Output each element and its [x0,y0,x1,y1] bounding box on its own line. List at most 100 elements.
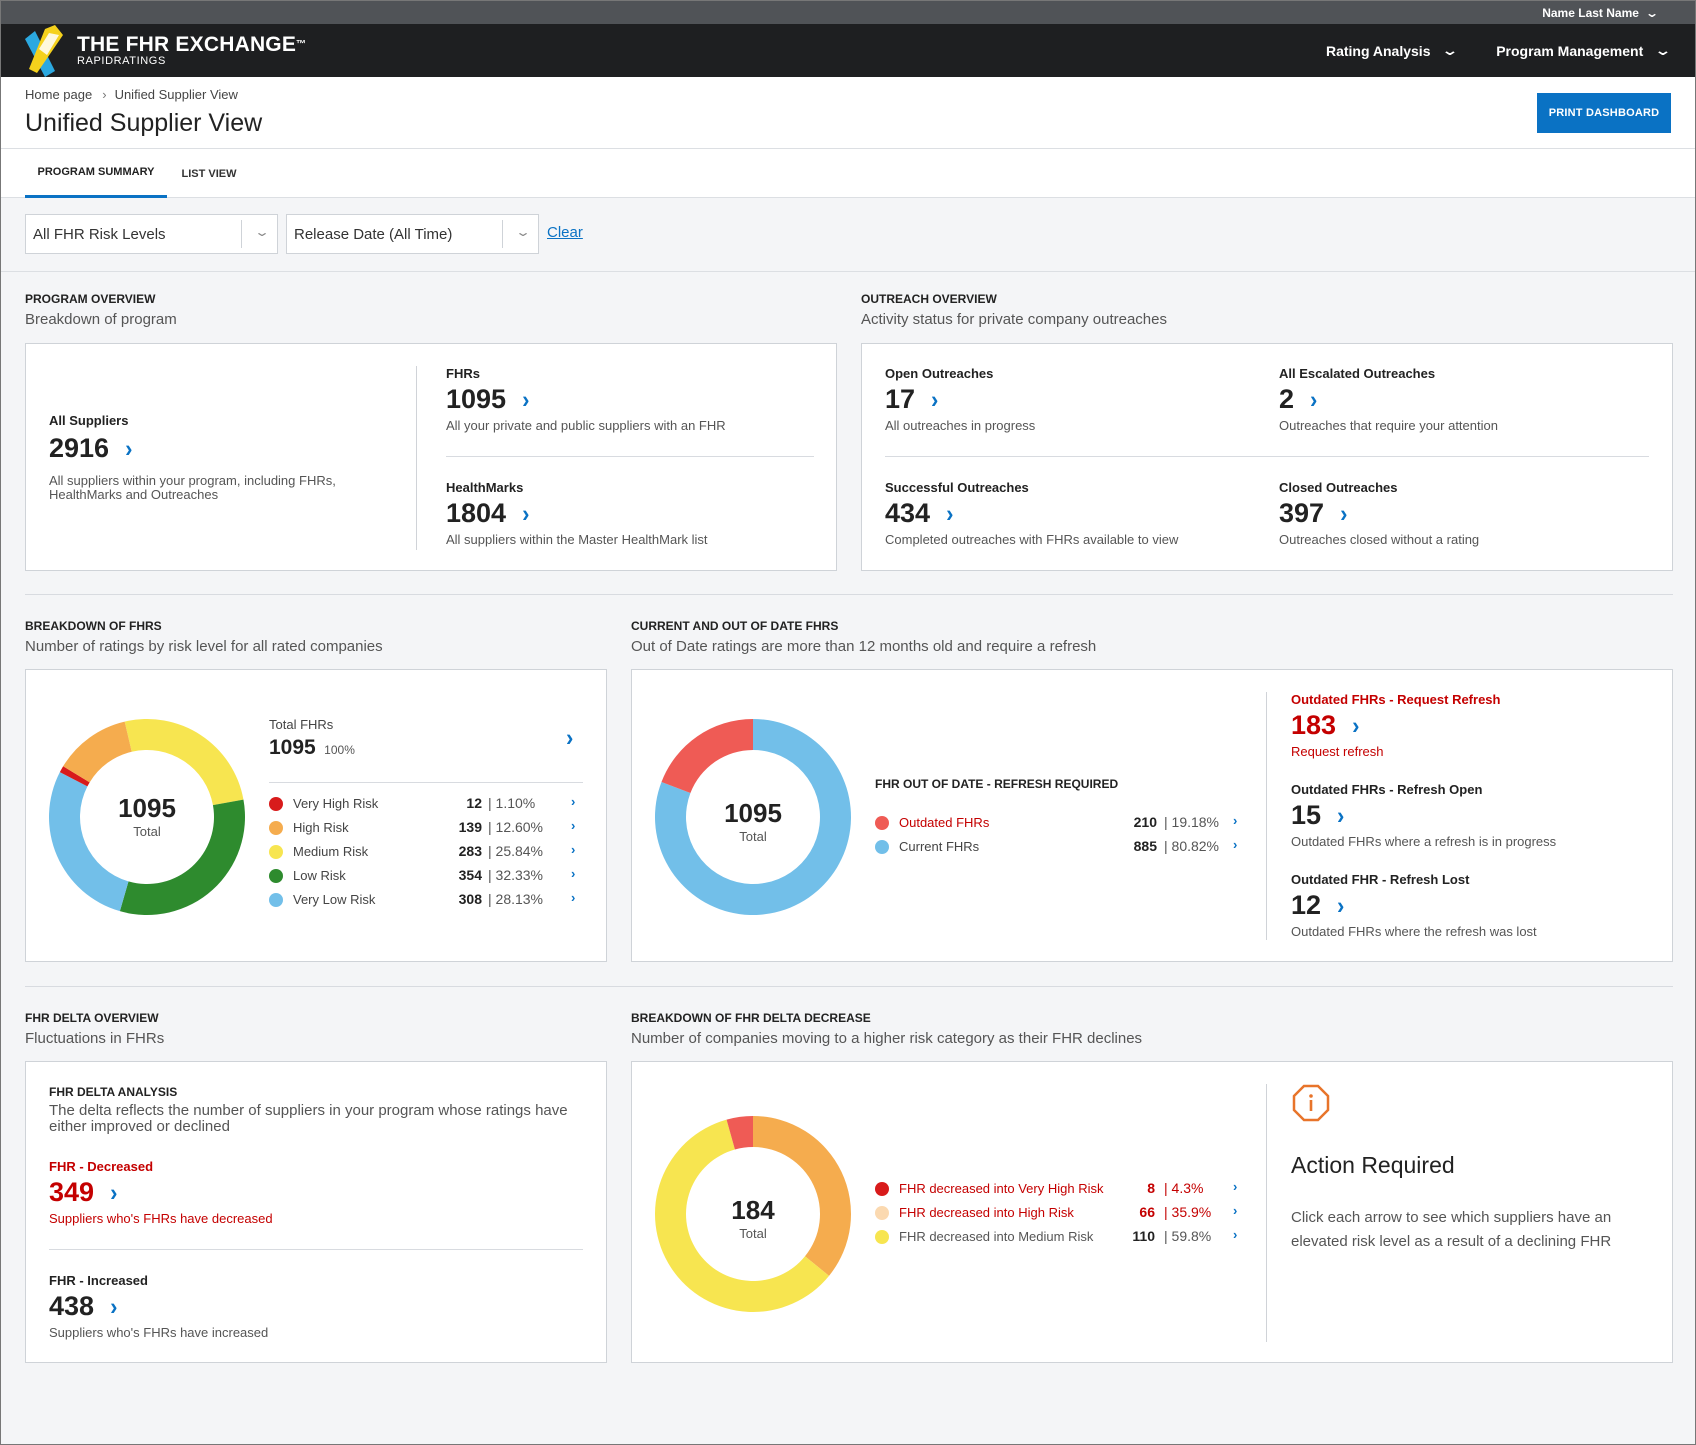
legend-count: 110 [1132,1228,1155,1244]
successful-outreaches-label: Successful Outreaches [885,480,1029,495]
legend-percent: | 1.10% [488,795,536,811]
delta-overview-subtitle: Fluctuations in FHRs [25,1030,165,1047]
successful-outreaches-desc: Completed outreaches with FHRs available… [885,532,1179,547]
chevron-right-icon[interactable]: › [522,499,530,527]
all-suppliers-desc: All suppliers within your program, inclu… [49,473,336,502]
open-outreaches-value: 17 [885,384,916,414]
legend-item: Very Low Risk [269,892,375,907]
user-bar: Name Last Name ⌄ [1,1,1695,24]
legend-item: FHR decreased into High Risk [875,1205,1074,1220]
release-date-select[interactable]: Release Date (All Time) ⌄ [286,214,539,254]
fhrs-desc: All your private and public suppliers wi… [446,418,726,433]
escalated-outreaches-desc: Outreaches that require your attention [1279,418,1498,433]
print-dashboard-button[interactable]: PRINT DASHBOARD [1537,93,1671,133]
chevron-down-icon: ⌄ [253,225,271,239]
donut-segment-outdated-fhrs [661,719,753,794]
legend-item: Outdated FHRs [875,815,989,830]
risk-level-donut-chart [48,719,245,915]
legend-percent: | 32.33% [488,867,544,883]
chevron-right-icon[interactable]: › [1310,385,1318,413]
legend-label: Very High Risk [293,796,379,811]
breadcrumb-separator-icon: › [102,87,107,102]
chevron-right-icon[interactable]: › [1233,1227,1238,1242]
donut-total-label: Total [739,829,767,844]
risk-level-select-value: All FHR Risk Levels [33,225,166,243]
chevron-right-icon[interactable]: › [571,794,576,809]
nav-program-management[interactable]: Program Management ⌄ [1496,42,1672,59]
info-octagon-icon [1292,1084,1330,1122]
clear-filters-link[interactable]: Clear [547,224,583,241]
donut-segment-current-fhrs [655,719,851,915]
risk-level-select[interactable]: All FHR Risk Levels ⌄ [25,214,278,254]
delta-decrease-title: BREAKDOWN OF FHR DELTA DECREASE [631,1011,871,1025]
chevron-right-icon[interactable]: › [1233,813,1238,828]
brand-tm: ™ [296,38,307,50]
refresh-lost-desc: Outdated FHRs where the refresh was lost [1291,924,1537,939]
legend-label: High Risk [293,820,349,835]
chevron-right-icon[interactable]: › [110,1178,118,1206]
legend-swatch [875,1205,889,1220]
tab-list-view[interactable]: LIST VIEW [181,167,237,180]
nav-program-management-label: Program Management [1496,42,1644,59]
chevron-right-icon[interactable]: › [522,385,530,413]
closed-outreaches-label: Closed Outreaches [1279,480,1398,495]
chevron-right-icon[interactable]: › [1352,711,1360,739]
nav-rating-analysis[interactable]: Rating Analysis ⌄ [1326,42,1459,59]
donut-segment-fhr-decreased-into-very-high-risk [726,1116,753,1150]
refresh-lost-value: 12 [1291,890,1322,920]
legend-label: Current FHRs [899,839,980,854]
user-menu-chevron-down-icon[interactable]: ⌄ [1644,5,1660,20]
top-navbar: THE FHR EXCHANGE™ RAPIDRATINGS Rating An… [1,24,1695,77]
chevron-right-icon[interactable]: › [110,1292,118,1320]
chevron-right-icon[interactable]: › [1233,1179,1238,1194]
fhr-increased-value: 438 [49,1291,95,1321]
outdated-legend-title: FHR OUT OF DATE - REFRESH REQUIRED [875,777,1119,791]
delta-analysis-desc: The delta reflects the number of supplie… [49,1102,568,1135]
chevron-right-icon[interactable]: › [1340,499,1348,527]
legend-percent: | 25.84% [488,843,544,859]
legend-count: 12 [466,795,482,811]
chevron-right-icon[interactable]: › [1233,837,1238,852]
action-required-title: Action Required [1291,1152,1455,1178]
legend-swatch [269,844,283,859]
tab-program-summary[interactable]: PROGRAM SUMMARY [25,149,167,198]
delta-overview-title: FHR DELTA OVERVIEW [25,1011,159,1025]
donut-segment-very-high-risk [59,766,90,787]
chevron-right-icon[interactable]: › [125,434,133,462]
chevron-down-icon: ⌄ [1654,42,1672,58]
chevron-right-icon[interactable]: › [571,818,576,833]
breadcrumb-home[interactable]: Home page [25,87,93,102]
program-overview-subtitle: Breakdown of program [25,311,177,328]
donut-total-value: 1095 [724,798,782,828]
chevron-right-icon[interactable]: › [571,842,576,857]
total-fhrs-pct: 100% [324,743,355,757]
chevron-right-icon[interactable]: › [931,385,939,413]
chevron-right-icon[interactable]: › [1337,891,1345,919]
legend-item: FHR decreased into Very High Risk [875,1181,1103,1196]
fhr-decreased-label: FHR - Decreased [49,1159,154,1174]
breakdown-fhrs-title: BREAKDOWN OF FHRS [25,619,162,633]
chevron-right-icon[interactable]: › [1337,801,1345,829]
fhr-decreased-value: 349 [49,1177,95,1207]
brand-title: THE FHR EXCHANGE [77,32,297,56]
chevron-right-icon[interactable]: › [566,723,574,752]
legend-label: Medium Risk [293,844,369,859]
chevron-right-icon[interactable]: › [571,866,576,881]
fhr-decreased-desc: Suppliers who's FHRs have decreased [49,1211,273,1226]
legend-label: FHR decreased into Medium Risk [899,1229,1094,1244]
request-refresh-link[interactable]: Request refresh [1291,744,1384,759]
chevron-right-icon[interactable]: › [1233,1203,1238,1218]
total-fhrs-value: 1095 [269,736,316,759]
user-name[interactable]: Name Last Name [1542,5,1639,20]
legend-percent: | 12.60% [488,819,544,835]
legend-swatch [269,868,283,883]
chevron-right-icon[interactable]: › [571,890,576,905]
open-outreaches-desc: All outreaches in progress [885,418,1036,433]
donut-total-label: Total [739,1226,767,1241]
brand[interactable]: THE FHR EXCHANGE™ RAPIDRATINGS [25,24,307,77]
total-fhrs-label: Total FHRs [269,717,334,732]
legend-swatch [269,820,283,835]
chevron-right-icon[interactable]: › [946,499,954,527]
legend-count: 8 [1147,1180,1155,1196]
fhr-increased-desc: Suppliers who's FHRs have increased [49,1325,269,1340]
